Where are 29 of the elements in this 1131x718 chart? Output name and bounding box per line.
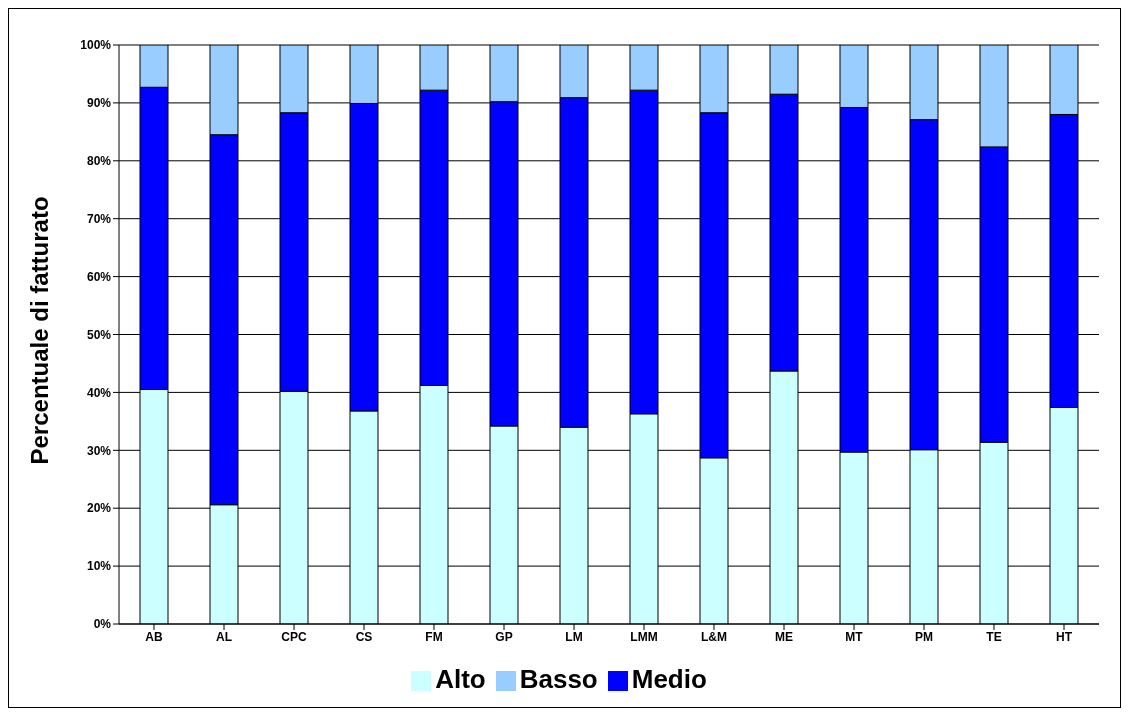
y-tick-label: 90%: [86, 96, 112, 111]
y-axis-title: Percentuale di fatturato: [25, 196, 53, 465]
x-tick-label: LMM: [630, 629, 658, 644]
legend-label: Alto: [435, 664, 486, 694]
y-tick-label: 100%: [80, 38, 112, 53]
y-tick-label: 60%: [86, 269, 112, 284]
x-tick-label: HT: [1056, 629, 1073, 644]
x-tick-label: LM: [565, 629, 583, 644]
x-tick-label: AL: [216, 629, 232, 644]
x-tick-label: L&M: [701, 629, 727, 644]
x-tick-label: FM: [425, 629, 443, 644]
y-tick-label: 20%: [86, 501, 112, 516]
y-tick-label: 0%: [93, 617, 112, 632]
legend-label: Medio: [631, 664, 707, 694]
y-tick-label: 40%: [86, 385, 112, 400]
x-tick-label: TE: [986, 629, 1002, 644]
x-tick-label: CS: [355, 629, 373, 644]
legend-label: Basso: [519, 664, 598, 694]
y-tick-label: 30%: [86, 443, 112, 458]
y-tick-label: 80%: [86, 154, 112, 169]
x-tick-label: GP: [495, 629, 513, 644]
x-tick-label: MT: [845, 629, 864, 644]
y-tick-label: 50%: [86, 327, 112, 342]
y-tick-label: 70%: [86, 211, 112, 226]
x-tick-label: ME: [775, 629, 793, 644]
x-tick-label: CPC: [281, 629, 307, 644]
y-tick-label: 10%: [86, 559, 112, 574]
x-tick-label: PM: [915, 629, 933, 644]
x-tick-label: AB: [145, 629, 163, 644]
